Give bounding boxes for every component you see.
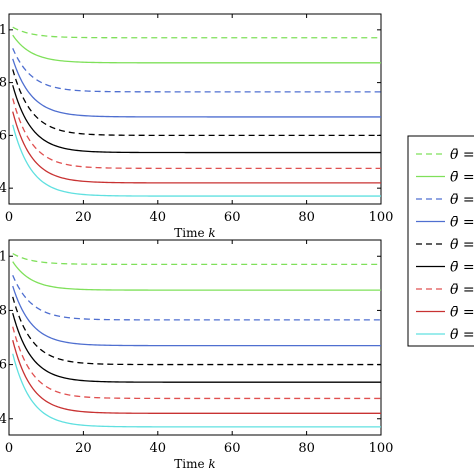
series-line-2 — [12, 34, 381, 64]
series-line-4 — [12, 58, 381, 118]
x-tick-label: 20 — [75, 210, 92, 225]
series-line-9 — [12, 353, 381, 428]
series-line-8 — [12, 340, 381, 414]
legend-label-6: θ̄ = — [450, 260, 474, 276]
series-line-4 — [12, 285, 381, 347]
x-tick-label: 20 — [75, 441, 92, 456]
series-line-5 — [12, 69, 381, 137]
legend-label-5: θ̄ = — [450, 237, 474, 253]
series-line-3 — [12, 274, 381, 321]
y-tick-label: .6 — [0, 128, 7, 143]
x-tick-label: 0 — [5, 210, 13, 225]
bottom-chart: 0 20 40 60 80 100 .4 .6 .8 1 Time k — [0, 239, 394, 471]
x-axis-label: Time k — [174, 226, 215, 240]
legend: θ̄ = θ̄ = θ̄ = θ̄ = θ̄ = θ̄ = θ̄ = θ̄ = θ̄ = — [407, 135, 474, 347]
y-tick-label: .8 — [0, 303, 7, 318]
y-tick-label: .8 — [0, 76, 7, 91]
plot-area — [8, 239, 382, 436]
plot-area — [8, 13, 382, 205]
series-line-6 — [12, 85, 381, 154]
x-tick-label: 40 — [150, 210, 167, 225]
legend-label-9: θ̄ = — [450, 327, 474, 343]
legend-label-7: θ̄ = — [450, 282, 474, 298]
x-tick-label: 60 — [224, 210, 241, 225]
series-group — [12, 252, 381, 428]
series-line-2 — [12, 261, 381, 291]
y-tick-label: 1 — [0, 23, 7, 38]
legend-label-3: θ̄ = — [450, 192, 474, 208]
y-tick-label: .4 — [0, 181, 7, 196]
series-line-1 — [12, 252, 381, 266]
x-tick-label: 80 — [298, 210, 315, 225]
series-line-6 — [12, 312, 381, 383]
legend-label-1: θ̄ = — [450, 147, 474, 163]
y-tick-label: .4 — [0, 412, 7, 427]
x-tick-label: 100 — [369, 441, 394, 456]
x-tick-label: 0 — [5, 441, 13, 456]
y-tick-label: .6 — [0, 358, 7, 373]
legend-label-2: θ̄ = — [450, 170, 474, 186]
series-line-9 — [12, 124, 381, 197]
x-tick-label: 80 — [298, 441, 315, 456]
x-tick-label: 100 — [369, 210, 394, 225]
series-line-8 — [12, 111, 381, 184]
series-line-5 — [12, 296, 381, 366]
series-line-3 — [12, 48, 381, 93]
legend-label-8: θ̄ = — [450, 305, 474, 321]
series-line-7 — [12, 326, 381, 400]
series-line-1 — [12, 26, 381, 39]
top-chart: 0 20 40 60 80 100 .4 .6 .8 1 Time k — [0, 13, 394, 240]
x-tick-label: 60 — [224, 441, 241, 456]
series-group — [12, 26, 381, 197]
series-line-7 — [12, 98, 381, 170]
y-tick-label: 1 — [0, 249, 7, 264]
x-axis-label: Time k — [174, 457, 215, 471]
legend-label-4: θ̄ = — [450, 215, 474, 231]
x-tick-label: 40 — [150, 441, 167, 456]
